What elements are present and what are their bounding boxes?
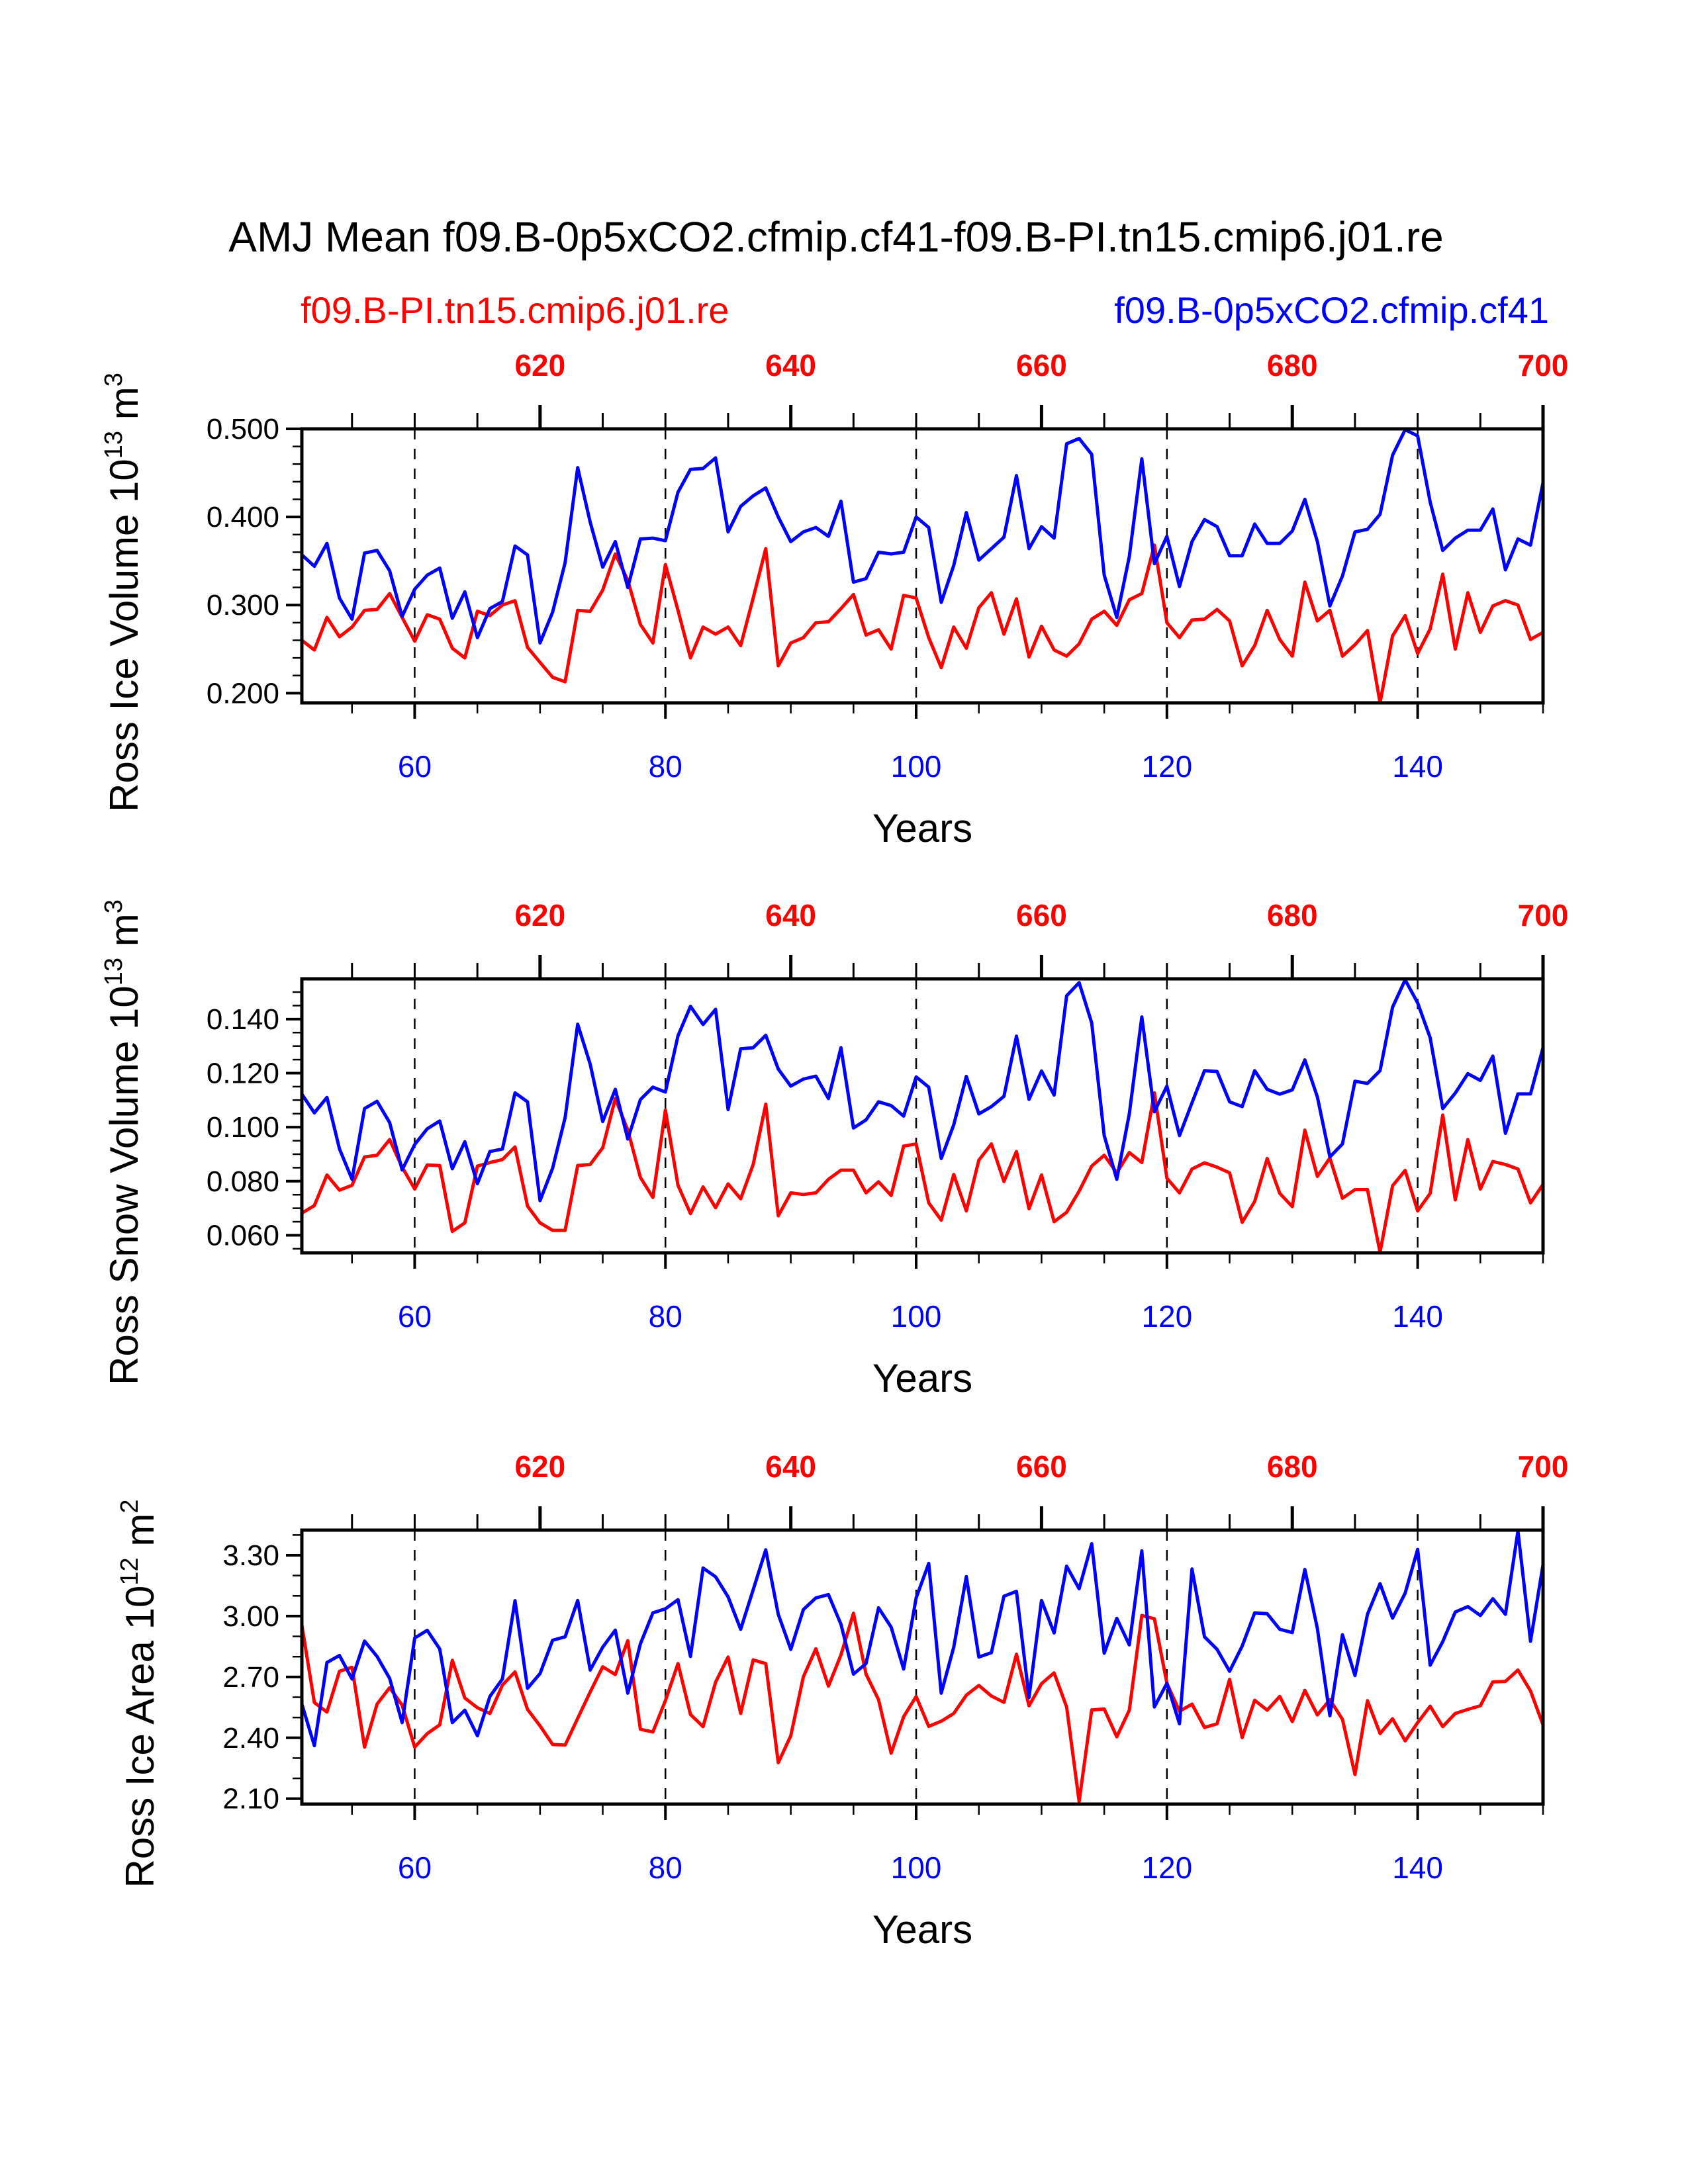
series-line-blue [300,1529,1545,1748]
y-axis-title-exp: 12 [116,1557,144,1585]
panel-2: 60 80 100 120 140 620 640 660 680 700 0.060 0.080 0.… [100,898,1568,1400]
panel-3: 60 80 100 120 140 620 640 660 680 700 2.10 2.40 2.70… [116,1449,1568,1952]
y-axis-title-unit-exp: 2 [116,1500,144,1514]
top-x-tick-label: 680 [1267,348,1318,383]
series-line-red [301,1091,1545,1254]
y-axis-title: Ross Ice Volume 1013 m3 [100,373,146,812]
top-x-tick-label: 640 [765,1449,816,1484]
top-x-tick-label: 700 [1518,348,1569,383]
y-tick-label: 0.080 [207,1165,279,1198]
y-axis-title-unit: m [102,387,146,431]
panel-1: 60 80 100 120 140 620 640 660 680 700 0.200 0.300 0.… [100,348,1568,850]
plot-frame [300,427,1545,705]
top-x-tick-label: 660 [1016,898,1067,933]
y-tick-label: 0.060 [207,1219,279,1251]
y-axis-title: Ross Ice Area 1012 m2 [116,1500,162,1888]
x-axis-title: Years [872,1356,972,1400]
x-tick-label: 60 [398,1299,432,1334]
y-axis-title-unit: m [102,913,146,958]
legend-red-label: f09.B-PI.tn15.cmip6.j01.re [301,289,729,331]
y-tick-label: 0.200 [207,677,279,709]
x-tick-label: 100 [891,1299,942,1334]
x-tick-label: 80 [649,1850,682,1885]
top-x-tick-label: 620 [514,1449,565,1484]
y-axis-title-exp: 13 [100,431,128,459]
top-x-tick-label: 680 [1267,1449,1318,1484]
x-axis-title: Years [872,806,972,850]
y-tick-label: 0.300 [207,589,279,621]
top-x-tick-label: 700 [1518,898,1569,933]
y-tick-label: 2.10 [222,1783,279,1815]
y-axis-title-main: Ross Ice Volume 10 [102,459,146,812]
top-x-tick-label: 640 [765,348,816,383]
y-tick-label: 0.120 [207,1057,279,1089]
y-axis-title-unit-exp: 3 [100,899,128,913]
y-axis-title-main: Ross Snow Volume 10 [102,985,146,1385]
y-tick-label: 0.100 [207,1111,279,1144]
y-axis-title-main: Ross Ice Area 10 [118,1586,162,1888]
y-tick-label: 2.40 [222,1722,279,1754]
x-axis-title: Years [872,1907,972,1952]
y-axis-title-unit: m [118,1514,162,1558]
x-tick-label: 120 [1141,749,1192,784]
series-line-red [301,543,1544,705]
top-x-tick-label: 640 [765,898,816,933]
legend-blue-label: f09.B-0p5xCO2.cfmip.cf41 [1114,289,1549,331]
x-tick-label: 140 [1392,749,1443,784]
top-x-tick-label: 660 [1016,348,1067,383]
x-tick-label: 140 [1392,1850,1443,1885]
y-tick-label: 3.30 [222,1539,279,1572]
x-tick-label: 80 [649,749,682,784]
y-axis-title-unit-exp: 3 [100,373,128,387]
top-x-tick-label: 620 [514,348,565,383]
plot-frame [300,977,1545,1255]
chart-title: AMJ Mean f09.B-0p5xCO2.cfmip.cf41-f09.B-… [228,213,1443,261]
top-x-tick-label: 680 [1267,898,1318,933]
y-tick-label: 0.140 [207,1003,279,1036]
panels: 60 80 100 120 140 620 640 660 680 700 0.200 0.300 0.… [100,348,1568,1952]
series-line-red [300,1612,1545,1803]
x-tick-label: 120 [1141,1850,1192,1885]
y-tick-label: 3.00 [222,1600,279,1633]
x-tick-label: 140 [1392,1299,1443,1334]
x-tick-label: 80 [649,1299,682,1334]
x-tick-label: 100 [891,1850,942,1885]
plot-frame [300,1528,1545,1806]
y-tick-label: 2.70 [222,1661,279,1694]
series-line-blue [300,978,1545,1203]
y-axis-title: Ross Snow Volume 1013 m3 [100,899,146,1385]
x-tick-label: 60 [398,1850,432,1885]
top-x-tick-label: 700 [1518,1449,1569,1484]
top-x-tick-label: 620 [514,898,565,933]
y-tick-label: 0.400 [207,501,279,533]
x-tick-label: 60 [398,749,432,784]
x-tick-label: 100 [891,749,942,784]
x-tick-label: 120 [1141,1299,1192,1334]
top-x-tick-label: 660 [1016,1449,1067,1484]
series-line-blue [301,428,1545,645]
y-tick-label: 0.500 [207,413,279,445]
y-axis-title-exp: 13 [100,958,128,985]
